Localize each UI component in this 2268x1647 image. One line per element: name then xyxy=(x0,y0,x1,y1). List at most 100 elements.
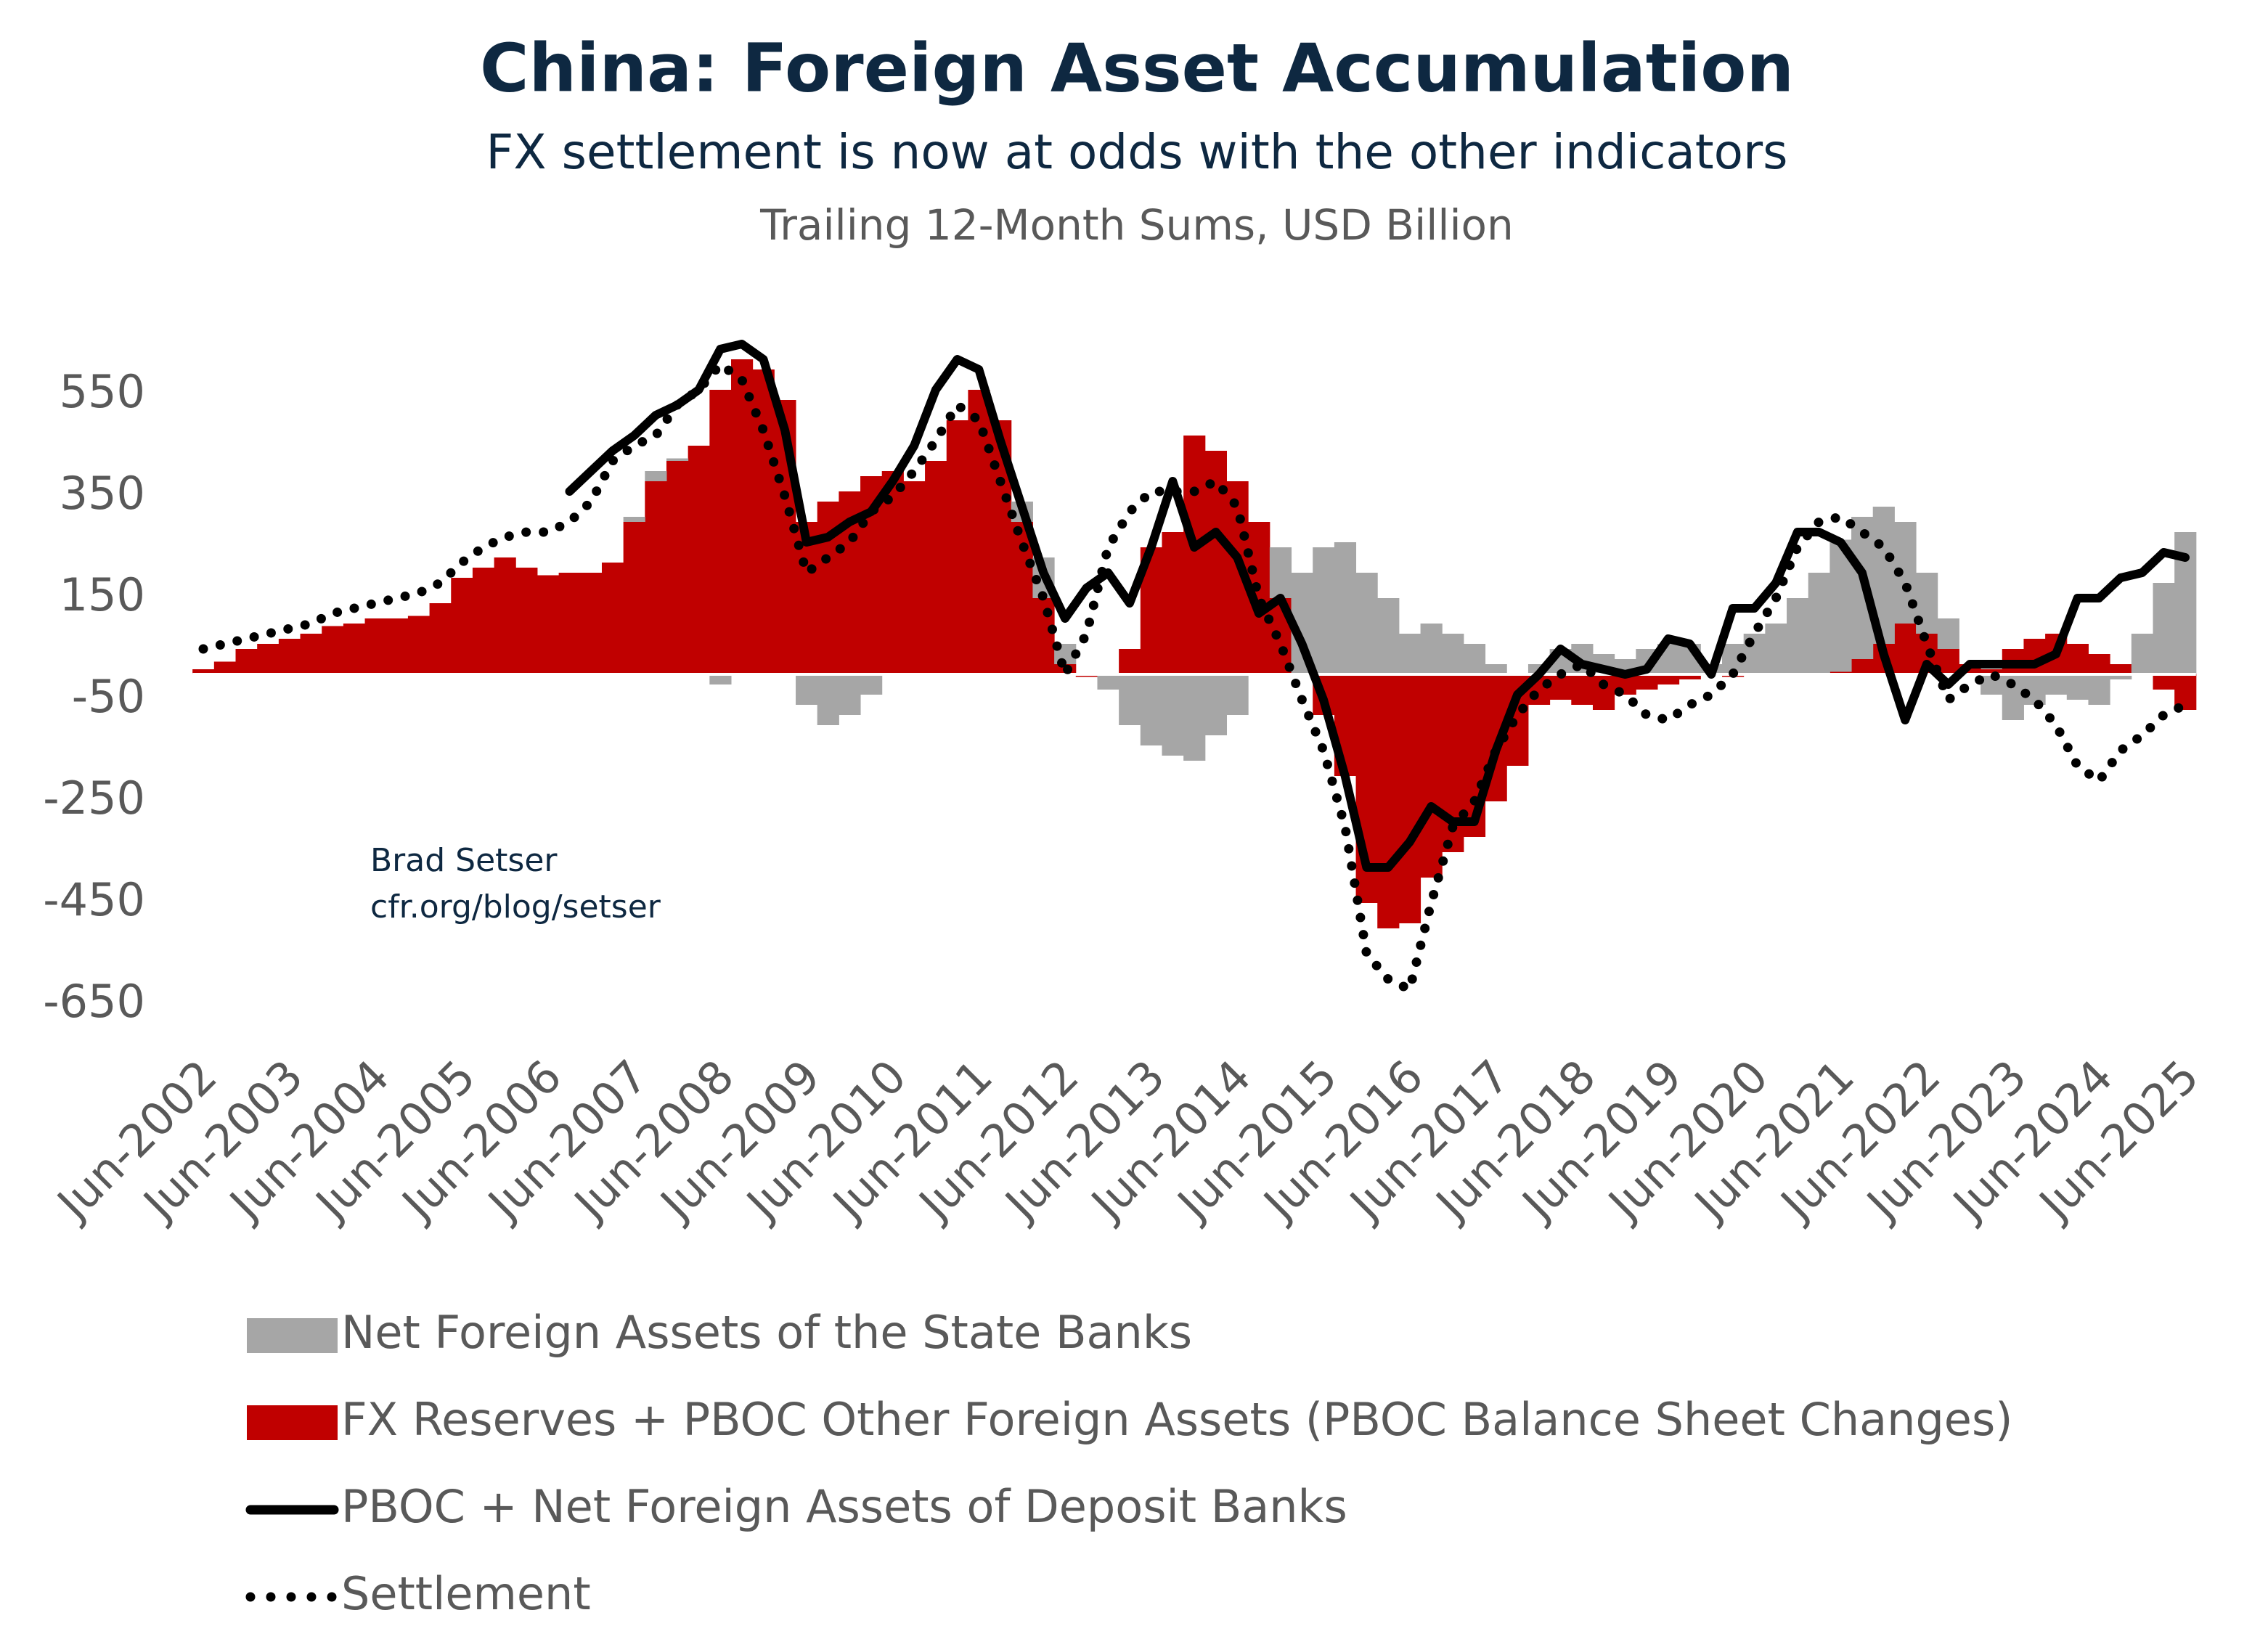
bar xyxy=(1851,659,1874,674)
bar xyxy=(2110,664,2132,674)
y-tick-label: 350 xyxy=(60,467,145,520)
bar xyxy=(1830,539,1852,672)
bar xyxy=(1140,674,1162,745)
bar xyxy=(623,517,645,522)
legend: Net Foreign Assets of the State Banks FX … xyxy=(245,1306,2012,1620)
chart-subtitle: FX settlement is now at odds with the ot… xyxy=(486,124,1787,180)
bar xyxy=(2153,674,2175,690)
bar xyxy=(2131,634,2153,674)
bar xyxy=(1183,674,1206,761)
bar xyxy=(903,481,926,674)
bar xyxy=(1183,436,1206,674)
bar xyxy=(601,563,624,674)
y-tick-label: -650 xyxy=(43,975,145,1028)
bar xyxy=(1032,598,1055,674)
bar xyxy=(752,369,775,674)
bar xyxy=(731,359,754,674)
bar xyxy=(1162,674,1184,756)
bar xyxy=(192,669,215,674)
bar xyxy=(537,575,560,674)
y-tick-label: -450 xyxy=(43,873,145,926)
bar xyxy=(322,626,344,674)
bar xyxy=(1937,618,1959,649)
bar xyxy=(1204,674,1228,735)
bar xyxy=(1485,664,1507,674)
bar xyxy=(515,568,538,674)
bar xyxy=(1355,573,1378,674)
bar xyxy=(968,390,990,674)
bar xyxy=(709,674,732,684)
legend-label: PBOC + Net Foreign Assets of Deposit Ban… xyxy=(341,1480,1347,1533)
bar xyxy=(1398,634,1421,674)
bar xyxy=(1657,674,1680,684)
bar xyxy=(1765,624,1787,674)
bar xyxy=(1808,573,1830,674)
bar xyxy=(1313,547,1335,674)
legend-label: Settlement xyxy=(341,1567,591,1620)
bar xyxy=(688,446,710,674)
bar xyxy=(364,618,387,674)
bar xyxy=(1442,634,1464,674)
legend-swatch xyxy=(247,1318,338,1353)
y-tick-label: 550 xyxy=(60,365,145,418)
bar xyxy=(558,573,581,674)
line-series xyxy=(565,340,2190,872)
bar xyxy=(213,661,237,674)
bar xyxy=(300,634,322,674)
bar xyxy=(1269,547,1292,598)
bar xyxy=(1398,674,1421,923)
bar xyxy=(472,568,495,674)
legend-swatch xyxy=(247,1405,338,1440)
legend-label: FX Reserves + PBOC Other Foreign Assets … xyxy=(341,1393,2012,1446)
bar xyxy=(1420,674,1443,878)
bar xyxy=(860,674,883,695)
bar xyxy=(645,481,667,674)
bar xyxy=(1377,598,1400,674)
bar xyxy=(666,461,689,674)
bar xyxy=(2110,674,2132,679)
y-tick-label: -250 xyxy=(43,772,145,825)
bar xyxy=(925,461,947,674)
bar xyxy=(1097,674,1119,690)
bar xyxy=(343,624,366,674)
y-tick-label: 150 xyxy=(60,568,145,621)
bar xyxy=(1463,644,1486,674)
bar xyxy=(1119,674,1141,725)
bar xyxy=(1571,674,1594,705)
bar xyxy=(494,557,516,674)
bar xyxy=(451,578,473,674)
bar xyxy=(817,674,839,725)
bar xyxy=(257,644,280,674)
bar xyxy=(429,603,452,674)
bar xyxy=(1377,674,1400,928)
line-series xyxy=(198,359,2190,994)
legend-label: Net Foreign Assets of the State Banks xyxy=(341,1306,1192,1359)
bar xyxy=(2088,674,2110,705)
bar xyxy=(709,390,732,674)
bar xyxy=(2066,674,2089,700)
bar xyxy=(278,639,301,674)
bar xyxy=(1981,669,2003,674)
bar xyxy=(1592,674,1615,710)
annotation: Brad Setser xyxy=(370,842,558,879)
bar xyxy=(235,649,258,674)
bar xyxy=(2088,654,2110,674)
bar xyxy=(1334,542,1357,674)
y-tick-label: -50 xyxy=(72,670,145,723)
bar xyxy=(1226,674,1249,715)
plot-area: -650-450-250-50150350550Jun-2002Jun-2003… xyxy=(43,340,2209,1231)
chart-title: China: Foreign Asset Accumulation xyxy=(480,29,1794,107)
annotation: cfr.org/blog/setser xyxy=(370,888,661,925)
bar xyxy=(2153,583,2175,674)
bar xyxy=(1119,649,1141,674)
bar xyxy=(796,674,818,705)
bar xyxy=(2066,644,2089,674)
bar xyxy=(839,674,861,715)
bar xyxy=(407,616,431,674)
bar xyxy=(623,522,645,674)
bar xyxy=(2045,674,2068,695)
bar xyxy=(645,471,667,481)
bar xyxy=(881,471,904,674)
bar xyxy=(1678,674,1701,679)
bar xyxy=(666,458,689,461)
